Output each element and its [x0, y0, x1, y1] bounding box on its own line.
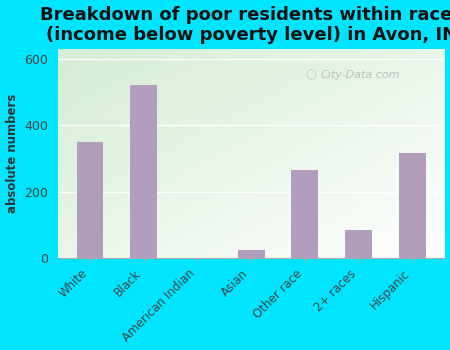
Bar — [238, 250, 265, 258]
Bar — [345, 230, 372, 258]
Text: City-Data.com: City-Data.com — [321, 70, 400, 79]
Text: ○: ○ — [305, 69, 316, 82]
Title: Breakdown of poor residents within races
(income below poverty level) in Avon, I: Breakdown of poor residents within races… — [40, 6, 450, 44]
Bar — [130, 85, 157, 258]
Bar — [399, 153, 426, 258]
Y-axis label: absolute numbers: absolute numbers — [5, 94, 18, 213]
Bar — [291, 170, 318, 258]
Bar — [76, 142, 104, 258]
